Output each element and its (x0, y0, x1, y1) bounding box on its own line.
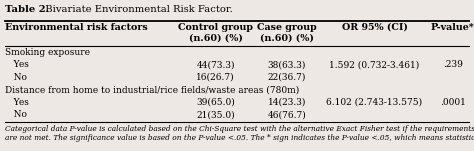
Text: 1.592 (0.732-3.461): 1.592 (0.732-3.461) (329, 60, 419, 69)
Text: No: No (5, 73, 27, 82)
Text: Bivariate Environmental Risk Factor.: Bivariate Environmental Risk Factor. (39, 5, 233, 14)
Text: .0001: .0001 (440, 98, 465, 107)
Text: 22(36.7): 22(36.7) (268, 73, 306, 82)
Text: Case group
(n․60) (%): Case group (n․60) (%) (257, 23, 317, 42)
Text: Categorical data P-value is calculated based on the Chi-Square test with the alt: Categorical data P-value is calculated b… (5, 125, 474, 142)
Text: 14(23.3): 14(23.3) (268, 98, 306, 107)
Text: Environmental risk factors: Environmental risk factors (5, 23, 147, 32)
Text: Smoking exposure: Smoking exposure (5, 48, 90, 57)
Text: No: No (5, 110, 27, 119)
Text: Control group
(n․60) (%): Control group (n․60) (%) (178, 23, 253, 42)
Text: Yes: Yes (5, 98, 28, 107)
Text: P-value*: P-value* (431, 23, 474, 32)
Text: Table 2.: Table 2. (5, 5, 49, 14)
Text: 44(73.3): 44(73.3) (196, 60, 235, 69)
Text: OR 95% (CI): OR 95% (CI) (342, 23, 407, 32)
Text: Distance from home to industrial/rice fields/waste areas (780m): Distance from home to industrial/rice fi… (5, 85, 299, 94)
Text: 38(63.3): 38(63.3) (268, 60, 306, 69)
Text: 16(26.7): 16(26.7) (196, 73, 235, 82)
Text: 46(76.7): 46(76.7) (267, 110, 306, 119)
Text: 39(65.0): 39(65.0) (196, 98, 235, 107)
Text: 21(35.0): 21(35.0) (196, 110, 235, 119)
Text: Yes: Yes (5, 60, 28, 69)
Text: 6.102 (2.743-13.575): 6.102 (2.743-13.575) (327, 98, 422, 107)
Text: .239: .239 (443, 60, 463, 69)
